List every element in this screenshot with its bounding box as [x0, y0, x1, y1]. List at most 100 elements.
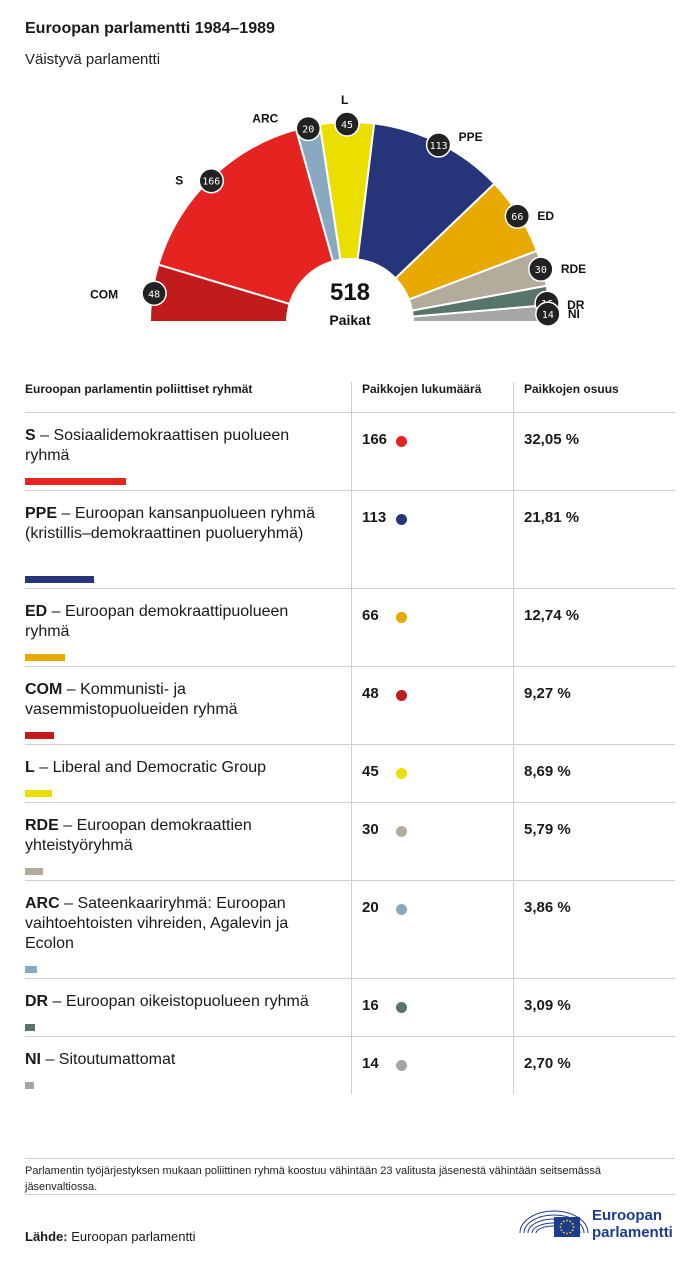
- eu-star-icon: [571, 1222, 574, 1225]
- group-abbr: S: [25, 427, 36, 444]
- group-name-rde: RDE – Euroopan demokraattien yhteistyöry…: [25, 816, 335, 856]
- group-full-name: Kommunisti- ja vasemmistopuolueiden ryhm…: [25, 681, 238, 718]
- column-divider: [351, 382, 352, 1094]
- share-bar-s: [25, 478, 126, 485]
- separator: –: [47, 603, 66, 620]
- share-bar-rde: [25, 868, 43, 875]
- value-bubble-l: 45: [334, 111, 360, 137]
- group-name-s: S – Sosiaalidemokraattisen puolueen ryhm…: [25, 426, 335, 466]
- group-abbr: ED: [25, 603, 48, 620]
- table-header-groups: Euroopan parlamentin poliittiset ryhmät: [25, 382, 253, 396]
- group-abbr: RDE: [25, 817, 59, 834]
- value-bubble-ppe: 113: [425, 132, 452, 158]
- party-label-com: COM: [90, 287, 118, 301]
- group-name-ppe: PPE – Euroopan kansanpuolueen ryhmä (kri…: [25, 504, 335, 544]
- row-divider: [25, 744, 675, 745]
- party-label-s: S: [175, 174, 183, 188]
- color-dot-icon: [396, 436, 407, 447]
- share-bar-dr: [25, 1024, 35, 1031]
- divider: [25, 1194, 675, 1195]
- seat-share: 9,27 %: [524, 685, 571, 702]
- seat-share: 2,70 %: [524, 1055, 571, 1072]
- separator: –: [58, 817, 77, 834]
- party-label-ni: NI: [568, 307, 580, 321]
- row-divider: [25, 1036, 675, 1037]
- color-dot-icon: [396, 1060, 407, 1071]
- value-label: 20: [302, 124, 314, 135]
- seat-count: 66: [362, 607, 379, 624]
- separator: –: [59, 895, 78, 912]
- share-bar-ed: [25, 654, 65, 661]
- party-label-l: L: [341, 93, 348, 107]
- value-bubble-circle: [198, 167, 225, 194]
- row-divider: [25, 490, 675, 491]
- group-full-name: Euroopan kansanpuolueen ryhmä (kristilli…: [25, 505, 315, 542]
- color-dot-icon: [396, 826, 407, 837]
- chart-title: Euroopan parlamentti 1984–1989: [25, 20, 275, 37]
- color-dot-icon: [396, 768, 407, 779]
- chart-subtitle: Väistyvä parlamentti: [25, 51, 161, 68]
- value-label: 166: [202, 177, 220, 188]
- seat-count: 48: [362, 685, 379, 702]
- total-seats-label: Paikat: [329, 312, 371, 328]
- party-label-dr: DR: [567, 298, 585, 312]
- seat-count: 16: [362, 997, 379, 1014]
- group-abbr: COM: [25, 681, 63, 698]
- share-bar-arc: [25, 966, 37, 973]
- share-bar-com: [25, 732, 54, 739]
- value-bubble-circle: [535, 301, 561, 327]
- eu-star-icon: [569, 1231, 572, 1234]
- party-label-arc: ARC: [252, 111, 278, 125]
- row-divider: [25, 666, 675, 667]
- separator: –: [48, 993, 66, 1010]
- eu-star-icon: [562, 1220, 565, 1223]
- table-header-count: Paikkojen lukumäärä: [362, 382, 482, 396]
- group-full-name: Sateenkaariryhmä: Euroopan vaihtoehtoist…: [25, 895, 289, 952]
- group-full-name: Sosiaalidemokraattisen puolueen ryhmä: [25, 427, 290, 464]
- group-name-dr: DR – Euroopan oikeistopuolueen ryhmä: [25, 992, 335, 1012]
- value-label: 66: [511, 212, 523, 223]
- row-divider: [25, 802, 675, 803]
- value-bubble-circle: [141, 280, 167, 307]
- source-line: Lähde: Euroopan parlamentti: [25, 1229, 196, 1244]
- eu-star-icon: [560, 1222, 563, 1225]
- seat-share: 32,05 %: [524, 431, 580, 448]
- value-label: 45: [341, 120, 353, 131]
- share-bar-l: [25, 790, 52, 797]
- color-dot-icon: [396, 690, 407, 701]
- value-bubble-circle: [295, 115, 322, 142]
- logo-line-2: parlamentti: [592, 1224, 673, 1241]
- seat-share: 12,74 %: [524, 607, 580, 624]
- value-label: 30: [535, 265, 547, 276]
- group-name-com: COM – Kommunisti- ja vasemmistopuolueide…: [25, 680, 335, 720]
- group-abbr: L: [25, 759, 35, 776]
- value-label: 113: [430, 141, 448, 152]
- logo-line-1: Euroopan: [592, 1207, 662, 1224]
- seat-share: 3,86 %: [524, 899, 571, 916]
- separator: –: [34, 759, 53, 776]
- color-dot-icon: [396, 904, 407, 915]
- separator: –: [57, 505, 75, 522]
- group-abbr: ARC: [25, 895, 60, 912]
- share-bar-ppe: [25, 576, 94, 583]
- row-divider: [25, 978, 675, 979]
- party-label-rde: RDE: [561, 262, 586, 276]
- logo-text: Euroopan parlamentti: [592, 1207, 673, 1241]
- seat-share: 3,09 %: [524, 997, 571, 1014]
- seat-count: 20: [362, 899, 379, 916]
- seat-count: 166: [362, 431, 388, 448]
- value-bubble-circle: [334, 111, 360, 137]
- source-label: Lähde:: [25, 1229, 68, 1244]
- row-divider: [25, 588, 675, 589]
- divider: [25, 1158, 675, 1159]
- table-header-share: Paikkojen osuus: [524, 382, 619, 396]
- value-bubble-rde: 30: [528, 256, 554, 282]
- separator: –: [62, 681, 81, 698]
- value-bubble-ed: 66: [504, 203, 531, 229]
- group-name-l: L – Liberal and Democratic Group: [25, 758, 335, 778]
- eu-star-icon: [562, 1231, 565, 1234]
- group-name-ed: ED – Euroopan demokraattipuolueen ryhmä: [25, 602, 335, 642]
- eu-star-icon: [566, 1219, 568, 1222]
- eu-star-icon: [571, 1229, 574, 1232]
- value-bubble-arc: 20: [295, 115, 322, 142]
